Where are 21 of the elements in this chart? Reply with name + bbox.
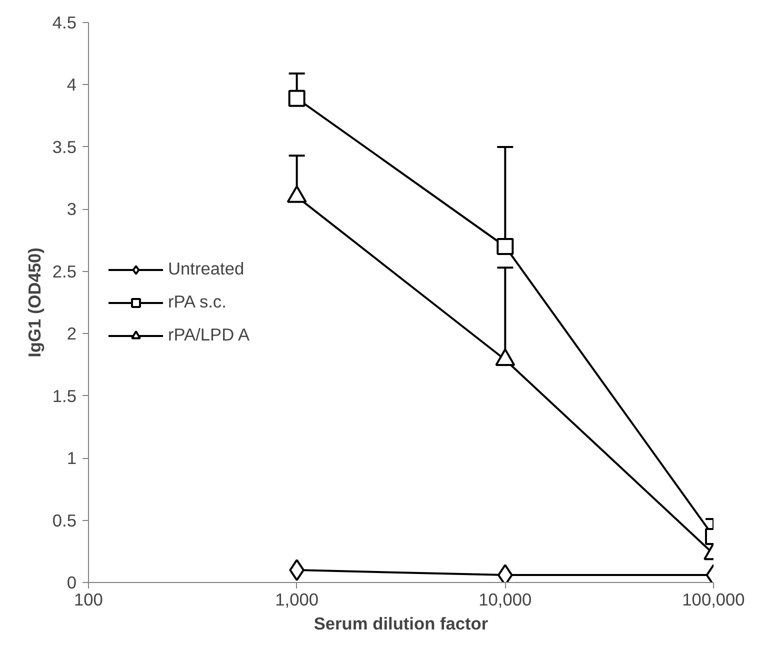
y-tick-label: 0 (66, 572, 77, 592)
x-axis-title: Serum dilution factor (314, 614, 488, 634)
y-tick-label: 3 (66, 199, 77, 220)
y-tick-label: 1.5 (52, 386, 77, 406)
y-tick-label: 1 (66, 448, 77, 468)
y-tick-label: 2 (66, 324, 77, 344)
x-tick-label: 1,000 (275, 590, 319, 610)
legend-label: rPA s.c. (168, 292, 226, 312)
y-tick-label: 4 (66, 74, 77, 95)
y-tick-label: 4.5 (52, 12, 77, 32)
x-tick-label: 100 (74, 590, 103, 610)
legend-label: rPA/LPD A (168, 324, 250, 346)
legend-label: Untreated (168, 258, 244, 280)
x-tick-label: 100,000 (682, 590, 745, 610)
point (288, 90, 306, 107)
y-tick-label: 2.5 (52, 261, 77, 282)
y-axis-title: IgG1 (OD450) (24, 248, 44, 358)
x-tick-label: 10,000 (478, 590, 532, 610)
point (496, 238, 514, 255)
y-tick-label: 3.5 (52, 136, 77, 157)
y-tick-label: 0.5 (52, 510, 77, 530)
